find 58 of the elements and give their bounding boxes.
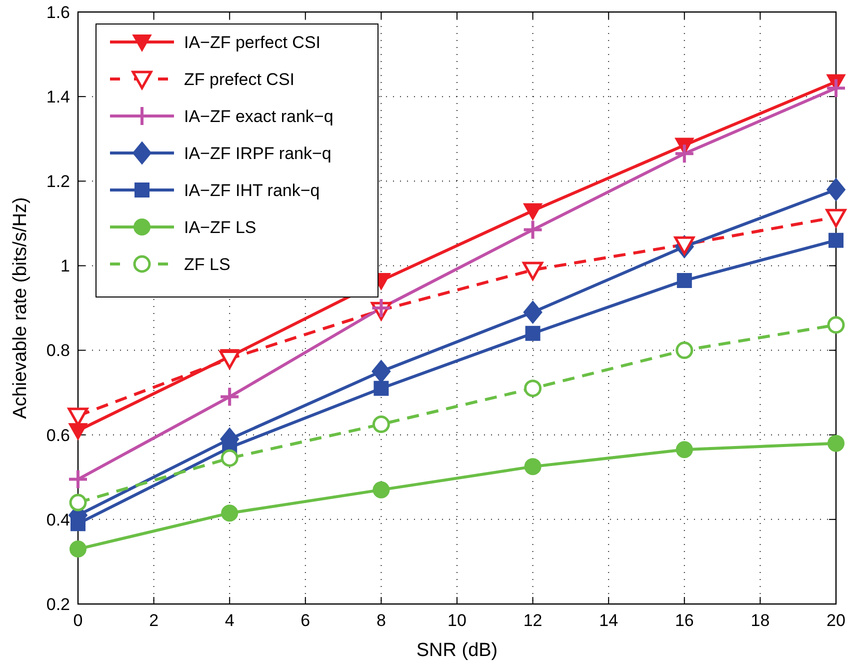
point bbox=[676, 441, 693, 458]
y-tick-label: 1.4 bbox=[46, 88, 70, 107]
point bbox=[372, 481, 390, 498]
point bbox=[826, 208, 846, 228]
point bbox=[523, 203, 542, 220]
point bbox=[221, 504, 238, 522]
x-tick-label: 14 bbox=[599, 611, 618, 630]
y-tick-label: 1.6 bbox=[46, 2, 70, 22]
y-tick-label: 0.6 bbox=[46, 426, 70, 445]
y-tick-label: 1 bbox=[60, 256, 70, 276]
point bbox=[828, 232, 844, 248]
y-axis-title: Achievable rate (bits/s/Hz) bbox=[10, 197, 31, 419]
x-tick-label: 4 bbox=[224, 611, 234, 630]
legend-label: IA−ZF IHT rank−q bbox=[184, 180, 320, 200]
y-tick-label: 1.2 bbox=[46, 172, 70, 192]
x-axis-title: SNR (dB) bbox=[416, 640, 498, 661]
point bbox=[676, 273, 692, 288]
point bbox=[826, 78, 846, 99]
point bbox=[70, 540, 86, 558]
point bbox=[524, 380, 542, 398]
x-tick-label: 2 bbox=[149, 611, 159, 630]
point bbox=[219, 386, 240, 408]
point bbox=[372, 360, 391, 383]
point bbox=[68, 423, 88, 440]
x-tick-label: 12 bbox=[523, 611, 542, 630]
x-tick-label: 20 bbox=[826, 611, 846, 630]
point bbox=[826, 178, 846, 202]
point bbox=[674, 143, 695, 164]
point bbox=[522, 219, 544, 240]
x-tick-label: 16 bbox=[674, 611, 694, 630]
point bbox=[220, 449, 238, 467]
y-tick-label: 0.4 bbox=[46, 510, 70, 530]
legend-label: IA−ZF exact rank−q bbox=[184, 106, 334, 126]
point bbox=[523, 300, 542, 324]
x-tick-label: 18 bbox=[750, 611, 770, 630]
point bbox=[374, 380, 389, 396]
legend-label: IA−ZF perfect CSI bbox=[184, 32, 321, 52]
y-tick-label: 0.2 bbox=[46, 594, 70, 614]
point bbox=[828, 434, 844, 452]
point bbox=[525, 326, 540, 341]
legend-label: ZF LS bbox=[184, 254, 230, 274]
legend-label: ZF prefect CSI bbox=[184, 70, 295, 89]
x-tick-label: 0 bbox=[73, 611, 83, 630]
point bbox=[69, 494, 87, 512]
x-tick-label: 8 bbox=[376, 611, 386, 630]
point bbox=[68, 468, 88, 490]
legend-label: IA−ZF LS bbox=[184, 218, 256, 237]
point bbox=[674, 236, 695, 255]
point bbox=[370, 298, 392, 318]
y-tick-label: 0.8 bbox=[46, 341, 70, 360]
point bbox=[522, 262, 544, 280]
point bbox=[676, 342, 694, 360]
x-tick-label: 10 bbox=[448, 611, 466, 630]
point bbox=[524, 458, 542, 476]
legend-label: IA−ZF IRPF rank−q bbox=[184, 144, 332, 163]
point bbox=[827, 316, 845, 334]
x-tick-label: 6 bbox=[300, 611, 310, 630]
point bbox=[372, 416, 390, 434]
